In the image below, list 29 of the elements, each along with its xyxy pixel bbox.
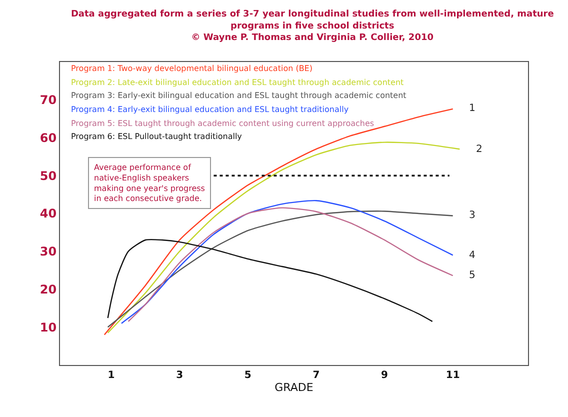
y-tick-label: 50 (40, 168, 57, 183)
text: Program 6: ESL Pullout-taught traditionally (71, 132, 242, 141)
line-series (107, 238, 433, 322)
text: Program 5: ESL taught through academic content using current approaches (71, 119, 374, 128)
x-tick-label: 9 (381, 370, 388, 381)
annotation: 3 (469, 210, 476, 221)
y-tick-label: 20 (40, 282, 57, 296)
text: Program 1: Two-way developmental bilingual education (BE) (71, 64, 312, 73)
chart-title: Data aggregated form a series of 3-7 year longitudinal studies from well-implemented, mature programs in five school districts (70, 10, 554, 32)
y-tick-label: 40 (40, 206, 57, 221)
annotation: 5 (469, 270, 476, 281)
x-tick-label: 7 (312, 370, 320, 381)
x-tick-label: 3 (176, 370, 184, 381)
annotation: Average performance of native-English speakers making one year's progress in each consecutive grade. (94, 163, 205, 204)
text: Program 4: Early-exit bilingual education and ESL taught traditionally (71, 105, 349, 114)
annotation: 2 (476, 144, 482, 155)
y-tick-label: 60 (40, 130, 57, 145)
x-tick-label: 1 (108, 370, 115, 381)
y-tick-label: 30 (40, 244, 57, 259)
annotation: 4 (469, 250, 476, 261)
chart-subtitle: © Wayne P. Thomas and Virginia P. Collier, 2010 (191, 33, 434, 44)
annotation: 1 (469, 103, 476, 114)
x-tick-label: 11 (446, 370, 460, 381)
x-tick-label: 5 (244, 370, 252, 381)
y-tick-label: 10 (40, 320, 57, 334)
text: Program 2: Late-exit bilingual education and ESL taught through academic content (71, 78, 404, 87)
x-axis-title: GRADE (274, 381, 314, 394)
y-tick-label: 70 (40, 93, 57, 108)
text: Program 3: Early-exit bilingual education and ESL taught through academic content (71, 91, 406, 100)
